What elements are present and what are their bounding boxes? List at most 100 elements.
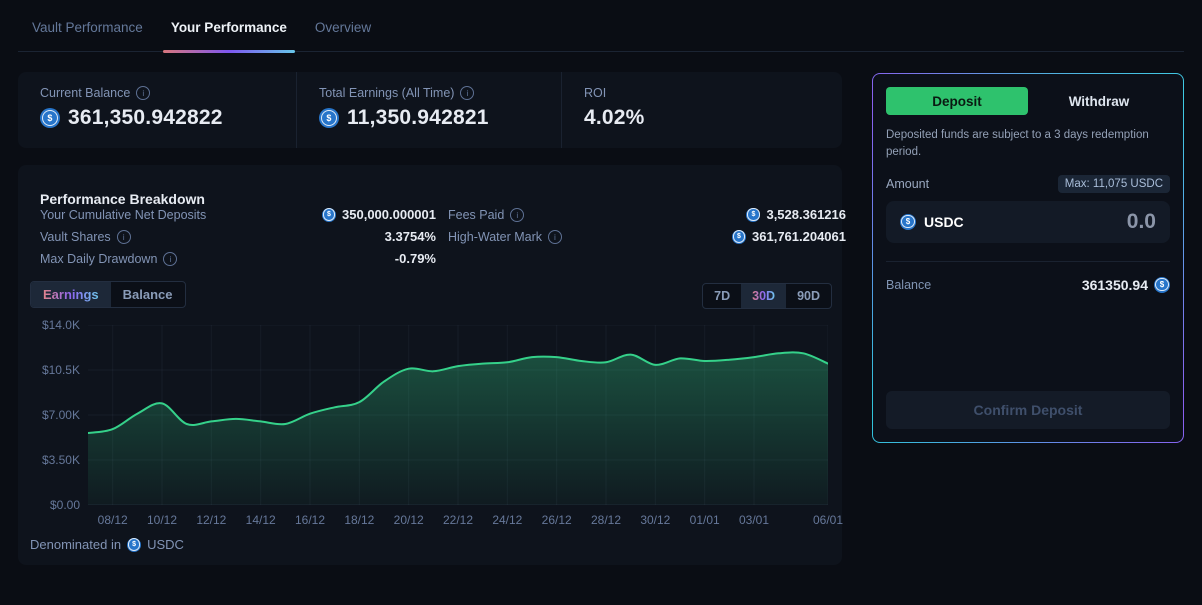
y-tick-label: $14.0K bbox=[41, 318, 80, 332]
info-icon[interactable] bbox=[460, 86, 475, 100]
x-tick-label: 22/12 bbox=[442, 513, 474, 527]
breakdown-row: Fees Paid $3,528.361216 bbox=[448, 207, 846, 222]
x-tick-label: 24/12 bbox=[492, 513, 523, 527]
tab-vault-performance[interactable]: Vault Performance bbox=[32, 20, 143, 35]
deposit-withdraw-tabs: Deposit Withdraw bbox=[886, 87, 1170, 115]
max-amount-badge[interactable]: Max: 11,075 USDC bbox=[1057, 174, 1170, 193]
breakdown-row-label: Vault Shares bbox=[40, 229, 131, 244]
stat-current-balance: Current Balance $ 361,350.942822 bbox=[18, 72, 296, 148]
breakdown-row: Max Daily Drawdown -0.79% bbox=[40, 251, 436, 266]
x-tick-label: 03/01 bbox=[738, 513, 770, 527]
confirm-deposit-button[interactable]: Confirm Deposit bbox=[886, 391, 1170, 429]
breakdown-row: High-Water Mark $361,761.204061 bbox=[448, 229, 846, 244]
amount-input[interactable]: $ USDC 0.0 bbox=[886, 200, 1170, 243]
current-balance-value: $ 361,350.942822 bbox=[40, 106, 296, 130]
deposit-panel: Deposit Withdraw Deposited funds are subj… bbox=[872, 73, 1184, 443]
range-toggle: 7D 30D 90D bbox=[702, 283, 832, 309]
x-tick-label: 16/12 bbox=[294, 513, 326, 527]
tab-bar: Vault Performance Your Performance Overvie… bbox=[18, 0, 1184, 53]
tab-your-performance[interactable]: Your Performance bbox=[157, 20, 301, 53]
x-tick-label: 10/12 bbox=[146, 513, 178, 527]
range-30d[interactable]: 30D bbox=[741, 284, 787, 308]
panel-tab-deposit[interactable]: Deposit bbox=[886, 87, 1028, 115]
x-tick-label: 01/01 bbox=[689, 513, 720, 527]
stat-label: Current Balance bbox=[40, 86, 296, 100]
stat-total-earnings: Total Earnings (All Time) $ 11,350.94282… bbox=[296, 72, 561, 148]
breakdown-row: Your Cumulative Net Deposits $350,000.000… bbox=[40, 207, 436, 222]
breakdown-row-value: $361,761.204061 bbox=[732, 229, 846, 244]
range-90d[interactable]: 90D bbox=[797, 289, 820, 303]
y-tick-label: $0.00 bbox=[49, 498, 80, 512]
stat-label: Total Earnings (All Time) bbox=[319, 86, 561, 100]
breakdown-row-label: Your Cumulative Net Deposits bbox=[40, 207, 207, 222]
total-earnings-value: $ 11,350.942821 bbox=[319, 106, 561, 130]
x-tick-label: 18/12 bbox=[344, 513, 375, 527]
chart-line bbox=[88, 351, 828, 434]
x-tick-label: 20/12 bbox=[393, 513, 424, 527]
usdc-icon: $ bbox=[40, 108, 60, 128]
breakdown-right-column: Fees Paid $3,528.361216 High-Water Mark $36… bbox=[448, 207, 846, 244]
breakdown-row-value: -0.79% bbox=[394, 251, 436, 266]
panel-tab-withdraw[interactable]: Withdraw bbox=[1068, 93, 1130, 109]
range-7d[interactable]: 7D bbox=[714, 289, 731, 303]
breakdown-row-value: $3,528.361216 bbox=[746, 207, 846, 222]
info-icon[interactable] bbox=[136, 86, 151, 100]
chart-y-axis: $14.0K $10.5K $7.00K $3.50K $0.00 bbox=[18, 318, 80, 512]
y-tick-label: $3.50K bbox=[41, 453, 80, 467]
breakdown-row-label: Fees Paid bbox=[448, 207, 525, 222]
roi-value: 4.02% bbox=[584, 106, 645, 129]
info-icon[interactable] bbox=[163, 251, 178, 266]
x-tick-label: 28/12 bbox=[590, 513, 622, 527]
breakdown-row-value: $350,000.000001 bbox=[322, 207, 436, 222]
usdc-icon: $ bbox=[900, 213, 916, 230]
series-earnings[interactable]: Earnings bbox=[31, 282, 111, 307]
redemption-notice: Deposited funds are subject to a 3 days … bbox=[886, 129, 1149, 159]
amount-label: Amount bbox=[886, 176, 930, 191]
x-tick-label: 30/12 bbox=[640, 513, 671, 527]
roi-label: ROI bbox=[584, 86, 607, 100]
amount-input-value: 0.0 bbox=[1126, 209, 1156, 233]
chart-x-axis: 08/12 10/12 12/12 14/12 16/12 18/12 20/12 22/12… bbox=[88, 513, 843, 527]
usdc-icon: $ bbox=[732, 229, 747, 244]
stat-roi: ROI 4.02% bbox=[561, 72, 842, 148]
breakdown-title: Performance Breakdown bbox=[40, 190, 205, 207]
info-icon[interactable] bbox=[510, 207, 525, 222]
stat-label: ROI bbox=[584, 86, 842, 100]
balance-row: Balance 361350.94 $ bbox=[886, 276, 1170, 293]
performance-breakdown-card: Performance Breakdown Your Cumulative Ne… bbox=[18, 165, 846, 565]
usdc-icon: $ bbox=[322, 207, 337, 222]
breakdown-row-label: Max Daily Drawdown bbox=[40, 251, 178, 266]
usdc-icon: $ bbox=[127, 537, 142, 552]
series-toggle: Earnings Balance bbox=[30, 281, 186, 308]
info-icon[interactable] bbox=[116, 229, 131, 244]
x-tick-label: 26/12 bbox=[541, 513, 572, 527]
balance-label: Balance bbox=[886, 277, 932, 292]
breakdown-row-label: High-Water Mark bbox=[448, 229, 562, 244]
info-icon[interactable] bbox=[548, 229, 562, 244]
x-tick-label: 08/12 bbox=[97, 513, 128, 527]
usdc-icon: $ bbox=[746, 207, 761, 222]
current-balance-label: Current Balance bbox=[40, 86, 131, 100]
total-earnings-label: Total Earnings (All Time) bbox=[319, 86, 455, 100]
x-tick-label: 12/12 bbox=[196, 513, 227, 527]
breakdown-row: Vault Shares 3.3754% bbox=[40, 229, 436, 244]
breakdown-row-value: 3.3754% bbox=[384, 229, 436, 244]
y-tick-label: $7.00K bbox=[41, 408, 80, 422]
x-tick-label: 06/01 bbox=[812, 513, 844, 527]
asset-selector: $ USDC bbox=[900, 213, 964, 230]
tab-overview[interactable]: Overview bbox=[314, 20, 372, 35]
usdc-icon: $ bbox=[319, 108, 339, 128]
y-tick-label: $10.5K bbox=[41, 363, 80, 377]
stats-card: Current Balance $ 361,350.942822 Total E… bbox=[18, 72, 842, 148]
divider bbox=[886, 260, 1170, 262]
balance-value: 361350.94 $ bbox=[1082, 276, 1170, 293]
amount-row: Amount Max: 11,075 USDC bbox=[886, 174, 1170, 193]
chart-area-fill bbox=[88, 352, 828, 505]
series-balance[interactable]: Balance bbox=[122, 287, 173, 302]
breakdown-left-column: Your Cumulative Net Deposits $350,000.000… bbox=[40, 207, 436, 266]
usdc-icon: $ bbox=[1154, 276, 1170, 293]
chart-footnote: Denominated in $ USDC bbox=[30, 537, 184, 552]
x-tick-label: 14/12 bbox=[245, 513, 276, 527]
earnings-chart[interactable] bbox=[88, 325, 828, 505]
